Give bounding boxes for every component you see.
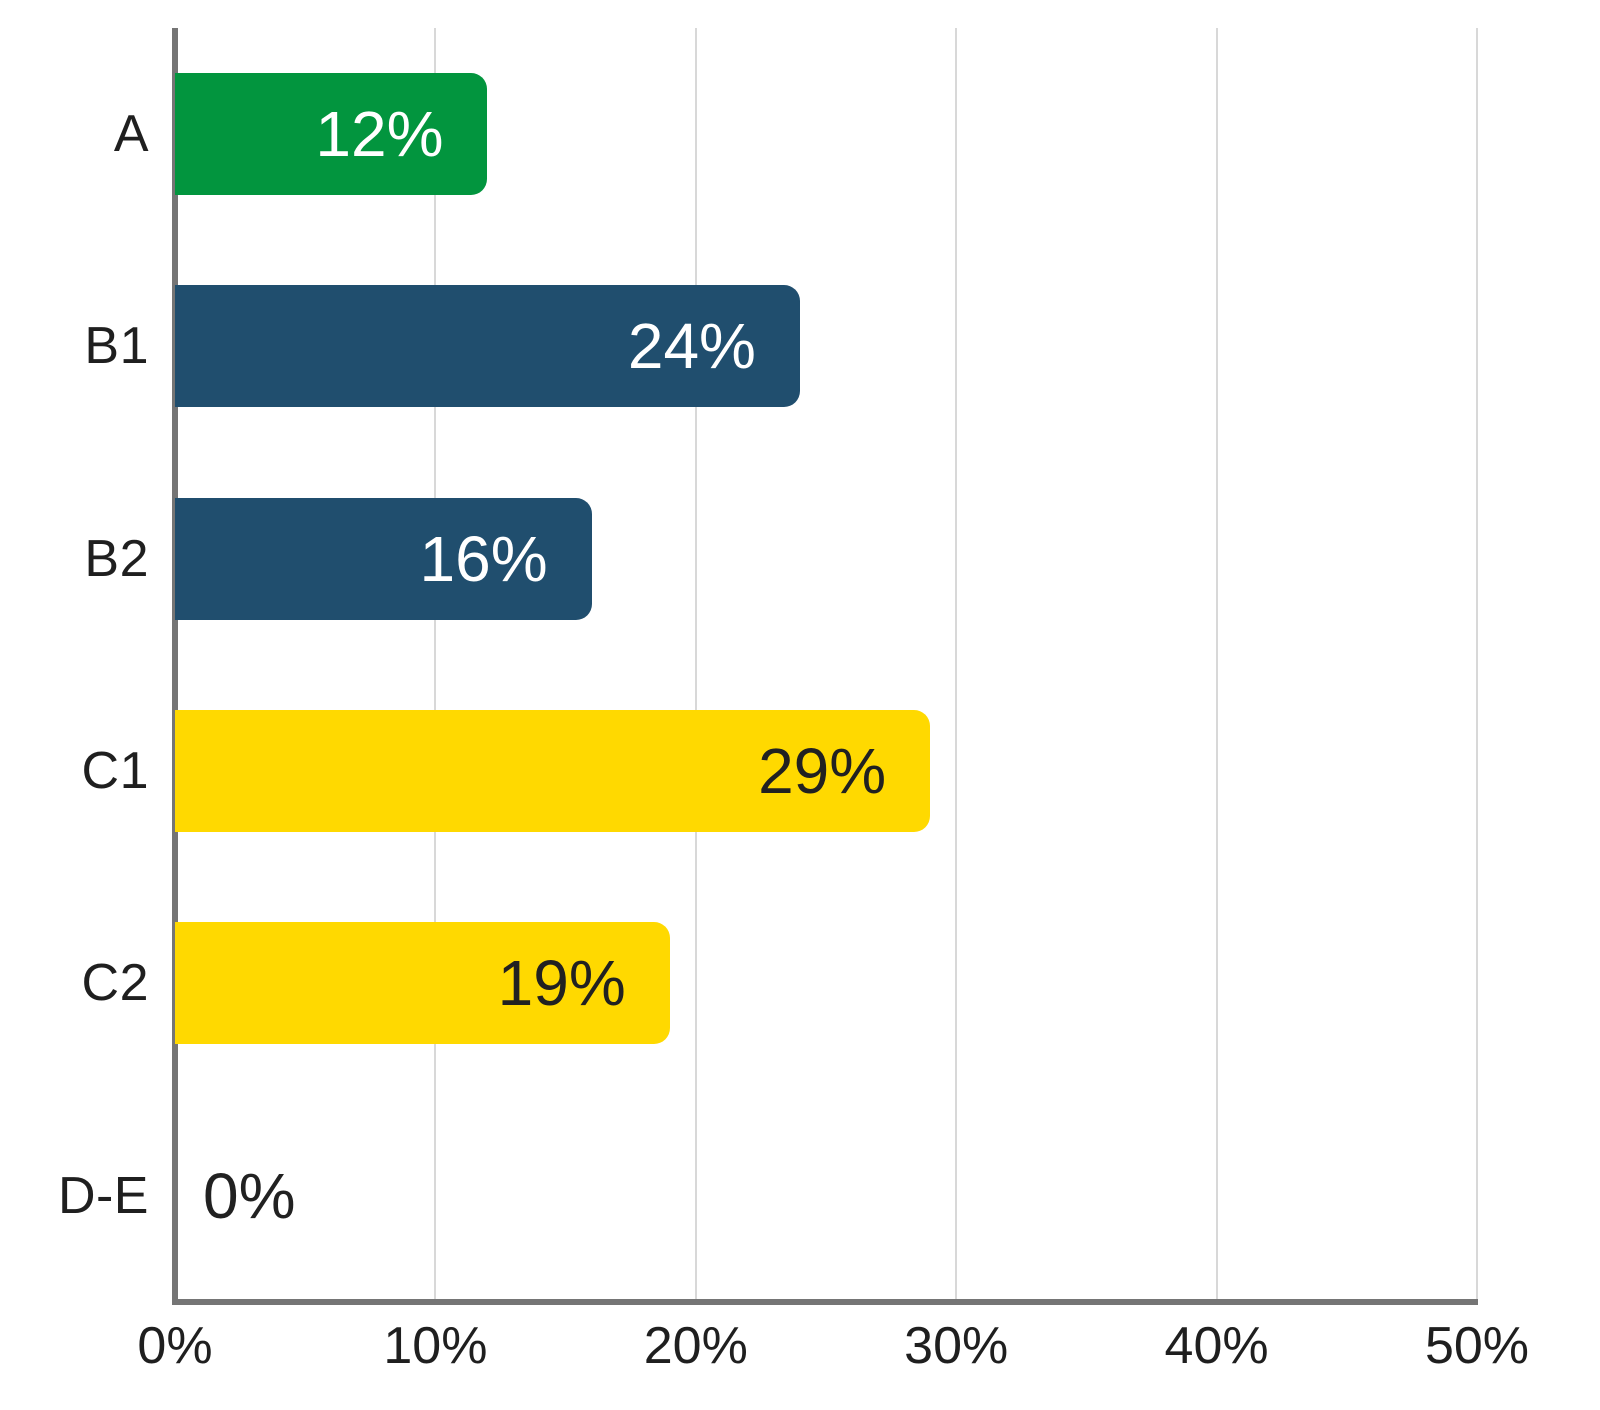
x-tick-50pct: 50% [1424,1317,1530,1375]
x-tick-10pct: 10% [383,1317,488,1375]
bar-area-c2: 19% [175,877,1477,1089]
x-axis-line [172,1299,1478,1305]
bar-a: 12% [175,73,488,196]
row-de: D-E 0% [0,1090,1477,1302]
row-a: A 12% [0,28,1477,240]
x-tick-20pct: 20% [643,1317,748,1375]
x-tick-0pct: 0% [137,1317,213,1375]
value-label-c1: 29% [758,735,887,808]
bar-area-c1: 29% [175,665,1477,877]
bar-b2: 16% [175,497,592,620]
bar-c2: 19% [175,922,670,1045]
value-label-de: 0% [203,1159,296,1232]
bar-area-b1: 24% [175,240,1477,452]
category-label-c2: C2 [81,954,149,1013]
bar-area-a: 12% [175,28,1477,240]
category-label-de: D-E [57,1166,149,1225]
row-b2: B2 16% [0,453,1477,665]
gridline-40pct [1215,28,1218,1302]
gridline-30pct [955,28,958,1302]
bar-b1: 24% [175,285,800,408]
x-axis-ticks: 0% 10% 20% 30% 40% 50% [137,1316,1529,1396]
category-label-a: A [113,105,149,164]
category-label-b1: B1 [84,317,149,376]
bar-rows: A 12% B1 24% B2 16% C1 [0,28,1477,1302]
x-tick-40pct: 40% [1164,1317,1269,1375]
gridline-10pct [434,28,437,1302]
bar-area-de: 0% [175,1090,1477,1302]
value-label-b1: 24% [627,310,756,383]
row-b1: B1 24% [0,240,1477,452]
plot-area [172,28,1478,1305]
category-label-c1: C1 [81,742,149,801]
value-label-c2: 19% [497,947,626,1020]
y-axis-line [172,28,178,1305]
bar-area-b2: 16% [175,453,1477,665]
gridline-20pct [694,28,697,1302]
x-tick-30pct: 30% [904,1317,1009,1375]
gridline-50pct [1476,28,1478,1302]
value-label-b2: 16% [419,522,548,595]
bar-c1: 29% [175,710,931,833]
category-label-b2: B2 [84,529,149,588]
value-label-a: 12% [315,98,444,171]
row-c1: C1 29% [0,665,1477,877]
row-c2: C2 19% [0,877,1477,1089]
